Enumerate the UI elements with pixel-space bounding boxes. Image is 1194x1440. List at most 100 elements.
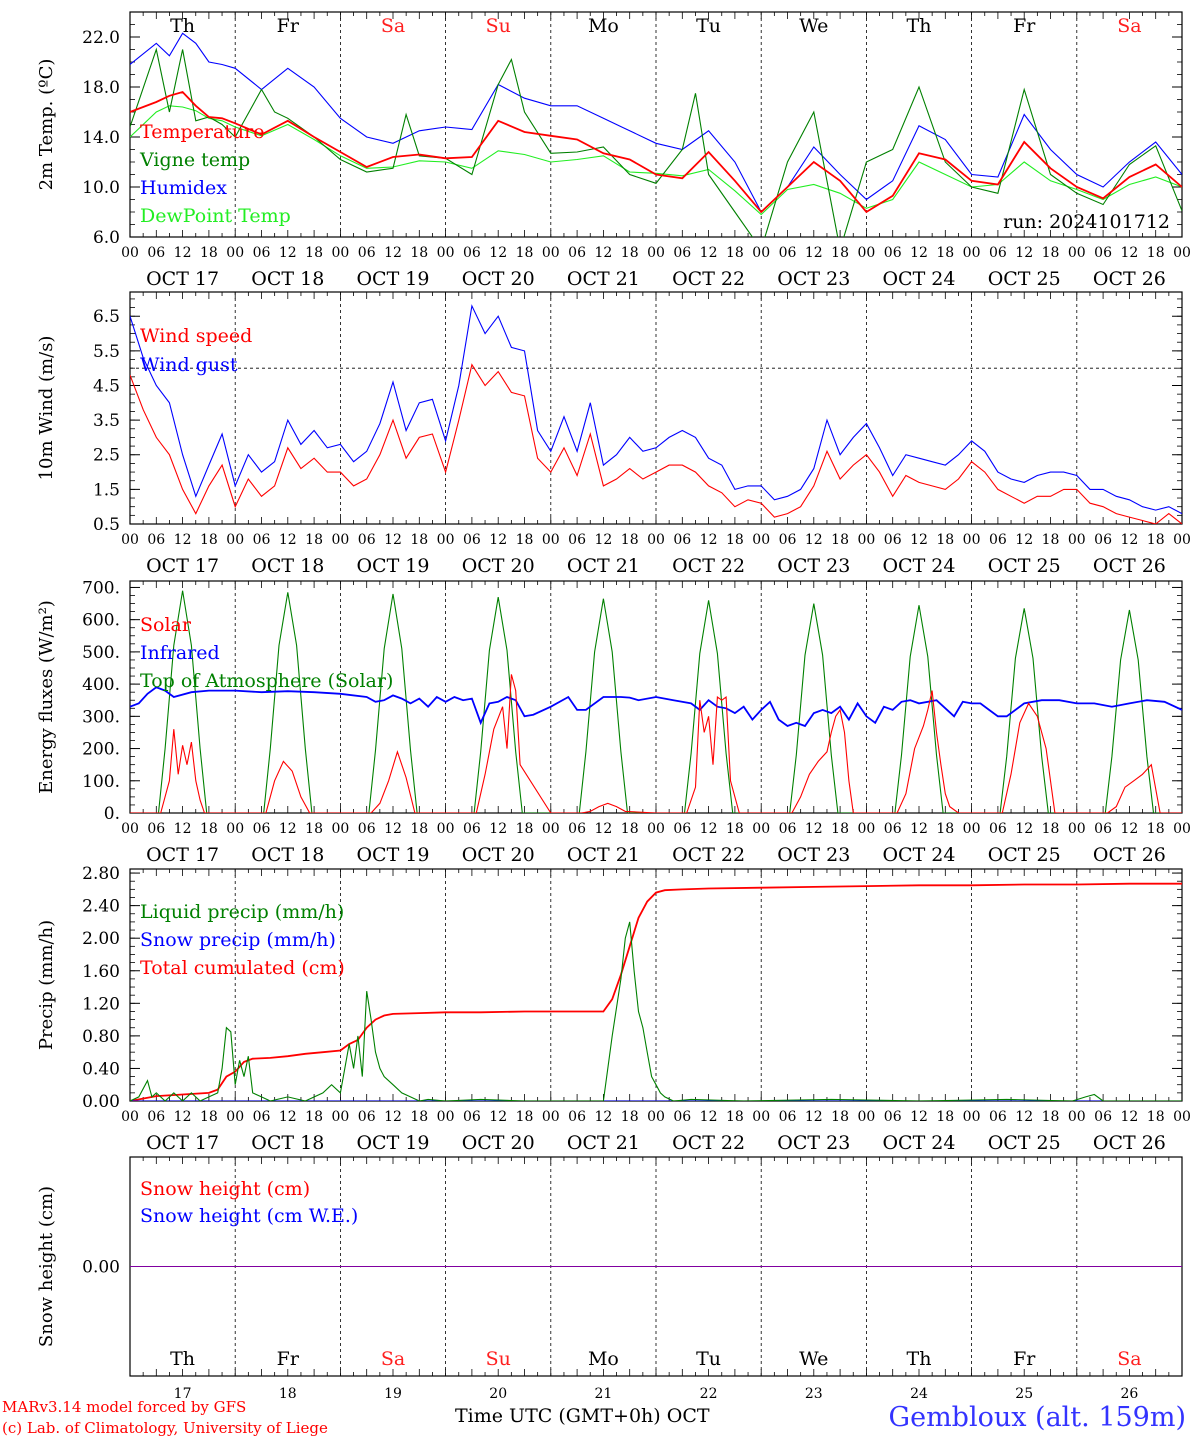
hour-tick-label: 00 bbox=[857, 821, 875, 837]
y-tick-label: 3.5 bbox=[93, 411, 120, 431]
hour-tick-label: 00 bbox=[647, 532, 665, 548]
y-tick-label: 0.40 bbox=[82, 1059, 120, 1079]
series-wind-speed bbox=[130, 363, 1182, 524]
hour-tick-label: 00 bbox=[437, 532, 455, 548]
hour-tick-label: 12 bbox=[1120, 245, 1138, 261]
y-tick-label: 0.00 bbox=[82, 1258, 120, 1278]
hour-tick-label: 12 bbox=[910, 821, 928, 837]
y-tick-label: 500. bbox=[82, 643, 120, 663]
day-label: OCT 26 bbox=[1093, 268, 1166, 290]
y-tick-label: 2.80 bbox=[82, 864, 120, 884]
hour-tick-label: 06 bbox=[253, 1109, 271, 1125]
legend-entry: Total cumulated (cm) bbox=[140, 957, 345, 979]
y-tick-label: 14.0 bbox=[82, 128, 120, 148]
weekday-label: Mo bbox=[588, 1348, 619, 1370]
hour-tick-label: 00 bbox=[1068, 821, 1086, 837]
hour-tick-label: 06 bbox=[779, 245, 797, 261]
hour-tick-label: 00 bbox=[331, 1109, 349, 1125]
hour-tick-label: 18 bbox=[1042, 821, 1060, 837]
day-label: OCT 24 bbox=[882, 555, 955, 577]
hour-tick-label: 06 bbox=[463, 821, 481, 837]
y-tick-label: 2.00 bbox=[82, 929, 120, 949]
hour-tick-label: 06 bbox=[884, 1109, 902, 1125]
hour-tick-label: 00 bbox=[752, 532, 770, 548]
y-tick-label: 10.0 bbox=[82, 178, 120, 198]
day-label: OCT 23 bbox=[777, 844, 850, 866]
day-label: OCT 25 bbox=[988, 1132, 1061, 1154]
hour-tick-label: 12 bbox=[279, 245, 297, 261]
weekday-label: Th bbox=[170, 15, 195, 37]
series-solar bbox=[130, 674, 1182, 813]
hour-tick-label: 00 bbox=[1173, 1109, 1191, 1125]
hour-tick-label: 00 bbox=[1173, 532, 1191, 548]
day-label: OCT 26 bbox=[1093, 1132, 1166, 1154]
y-axis-label: Snow height (cm) bbox=[36, 1186, 57, 1347]
hour-tick-label: 06 bbox=[1094, 245, 1112, 261]
y-tick-label: 2.5 bbox=[93, 446, 120, 466]
legend-entry: Wind speed bbox=[140, 325, 252, 347]
legend-entry: Vigne temp bbox=[139, 149, 250, 171]
hour-tick-label: 06 bbox=[884, 245, 902, 261]
hour-tick-label: 12 bbox=[489, 821, 507, 837]
hour-tick-label: 18 bbox=[831, 821, 849, 837]
weekday-label: Th bbox=[170, 1348, 195, 1370]
hour-tick-label: 06 bbox=[1094, 821, 1112, 837]
hour-tick-label: 06 bbox=[358, 532, 376, 548]
day-label: OCT 23 bbox=[777, 555, 850, 577]
hour-tick-label: 12 bbox=[700, 532, 718, 548]
hour-tick-label: 18 bbox=[621, 532, 639, 548]
hour-tick-label: 06 bbox=[673, 245, 691, 261]
y-tick-label: 6.0 bbox=[93, 228, 120, 248]
day-label: OCT 21 bbox=[567, 555, 640, 577]
legend-entry: Snow height (cm W.E.) bbox=[140, 1205, 358, 1227]
hour-tick-label: 12 bbox=[910, 532, 928, 548]
hour-tick-label: 12 bbox=[805, 532, 823, 548]
legend-entry: Snow precip (mm/h) bbox=[140, 929, 336, 951]
panel-temperature: 6.0 10.0 14.0 18.0 22.0 2m Temp. (ºC) Temperat… bbox=[36, 11, 1191, 290]
hour-tick-label: 06 bbox=[568, 821, 586, 837]
weekday-label: Su bbox=[486, 15, 511, 37]
hour-tick-label: 12 bbox=[384, 821, 402, 837]
y-tick-label: 0.5 bbox=[93, 515, 120, 535]
day-label: OCT 19 bbox=[356, 844, 429, 866]
hour-tick-label: 18 bbox=[516, 245, 534, 261]
weekday-label: Fr bbox=[277, 15, 300, 37]
y-tick-label: 6.5 bbox=[93, 307, 120, 327]
series-vigne-temp bbox=[130, 47, 1182, 237]
hour-tick-label: 00 bbox=[1068, 245, 1086, 261]
hour-tick-label: 18 bbox=[1042, 245, 1060, 261]
hour-tick-label: 00 bbox=[857, 1109, 875, 1125]
y-tick-label: 600. bbox=[82, 611, 120, 631]
hour-tick-label: 06 bbox=[147, 1109, 165, 1125]
hour-tick-label: 12 bbox=[594, 821, 612, 837]
hour-tick-label: 18 bbox=[200, 1109, 218, 1125]
hour-tick-label: 18 bbox=[1147, 1109, 1165, 1125]
day-label: OCT 26 bbox=[1093, 555, 1166, 577]
hour-tick-label: 00 bbox=[857, 245, 875, 261]
day-label: OCT 22 bbox=[672, 555, 745, 577]
legend-entry: Infrared bbox=[140, 642, 220, 664]
day-label: OCT 18 bbox=[251, 844, 324, 866]
hour-tick-label: 00 bbox=[1173, 245, 1191, 261]
hour-tick-label: 00 bbox=[542, 1109, 560, 1125]
y-tick-label: 0.80 bbox=[82, 1027, 120, 1047]
day-label: OCT 20 bbox=[462, 268, 535, 290]
hour-tick-label: 06 bbox=[1094, 1109, 1112, 1125]
station-name: Gembloux (alt. 159m) bbox=[888, 1402, 1186, 1433]
day-label: OCT 25 bbox=[988, 555, 1061, 577]
hour-tick-label: 12 bbox=[910, 245, 928, 261]
series-humidex bbox=[130, 32, 1182, 213]
hour-tick-label: 00 bbox=[437, 1109, 455, 1125]
hour-tick-label: 18 bbox=[621, 821, 639, 837]
series-top-of-atmosphere-solar- bbox=[130, 590, 1182, 813]
hour-tick-label: 00 bbox=[1068, 1109, 1086, 1125]
hour-tick-label: 12 bbox=[1015, 821, 1033, 837]
hour-tick-label: 18 bbox=[410, 1109, 428, 1125]
hour-tick-label: 00 bbox=[963, 821, 981, 837]
day-label: OCT 25 bbox=[988, 844, 1061, 866]
hour-tick-label: 18 bbox=[936, 1109, 954, 1125]
hour-tick-label: 00 bbox=[1068, 532, 1086, 548]
hour-tick-label: 12 bbox=[384, 532, 402, 548]
x-axis-title-text: Time UTC (GMT+0h) bbox=[455, 1405, 661, 1427]
hour-tick-label: 12 bbox=[489, 1109, 507, 1125]
